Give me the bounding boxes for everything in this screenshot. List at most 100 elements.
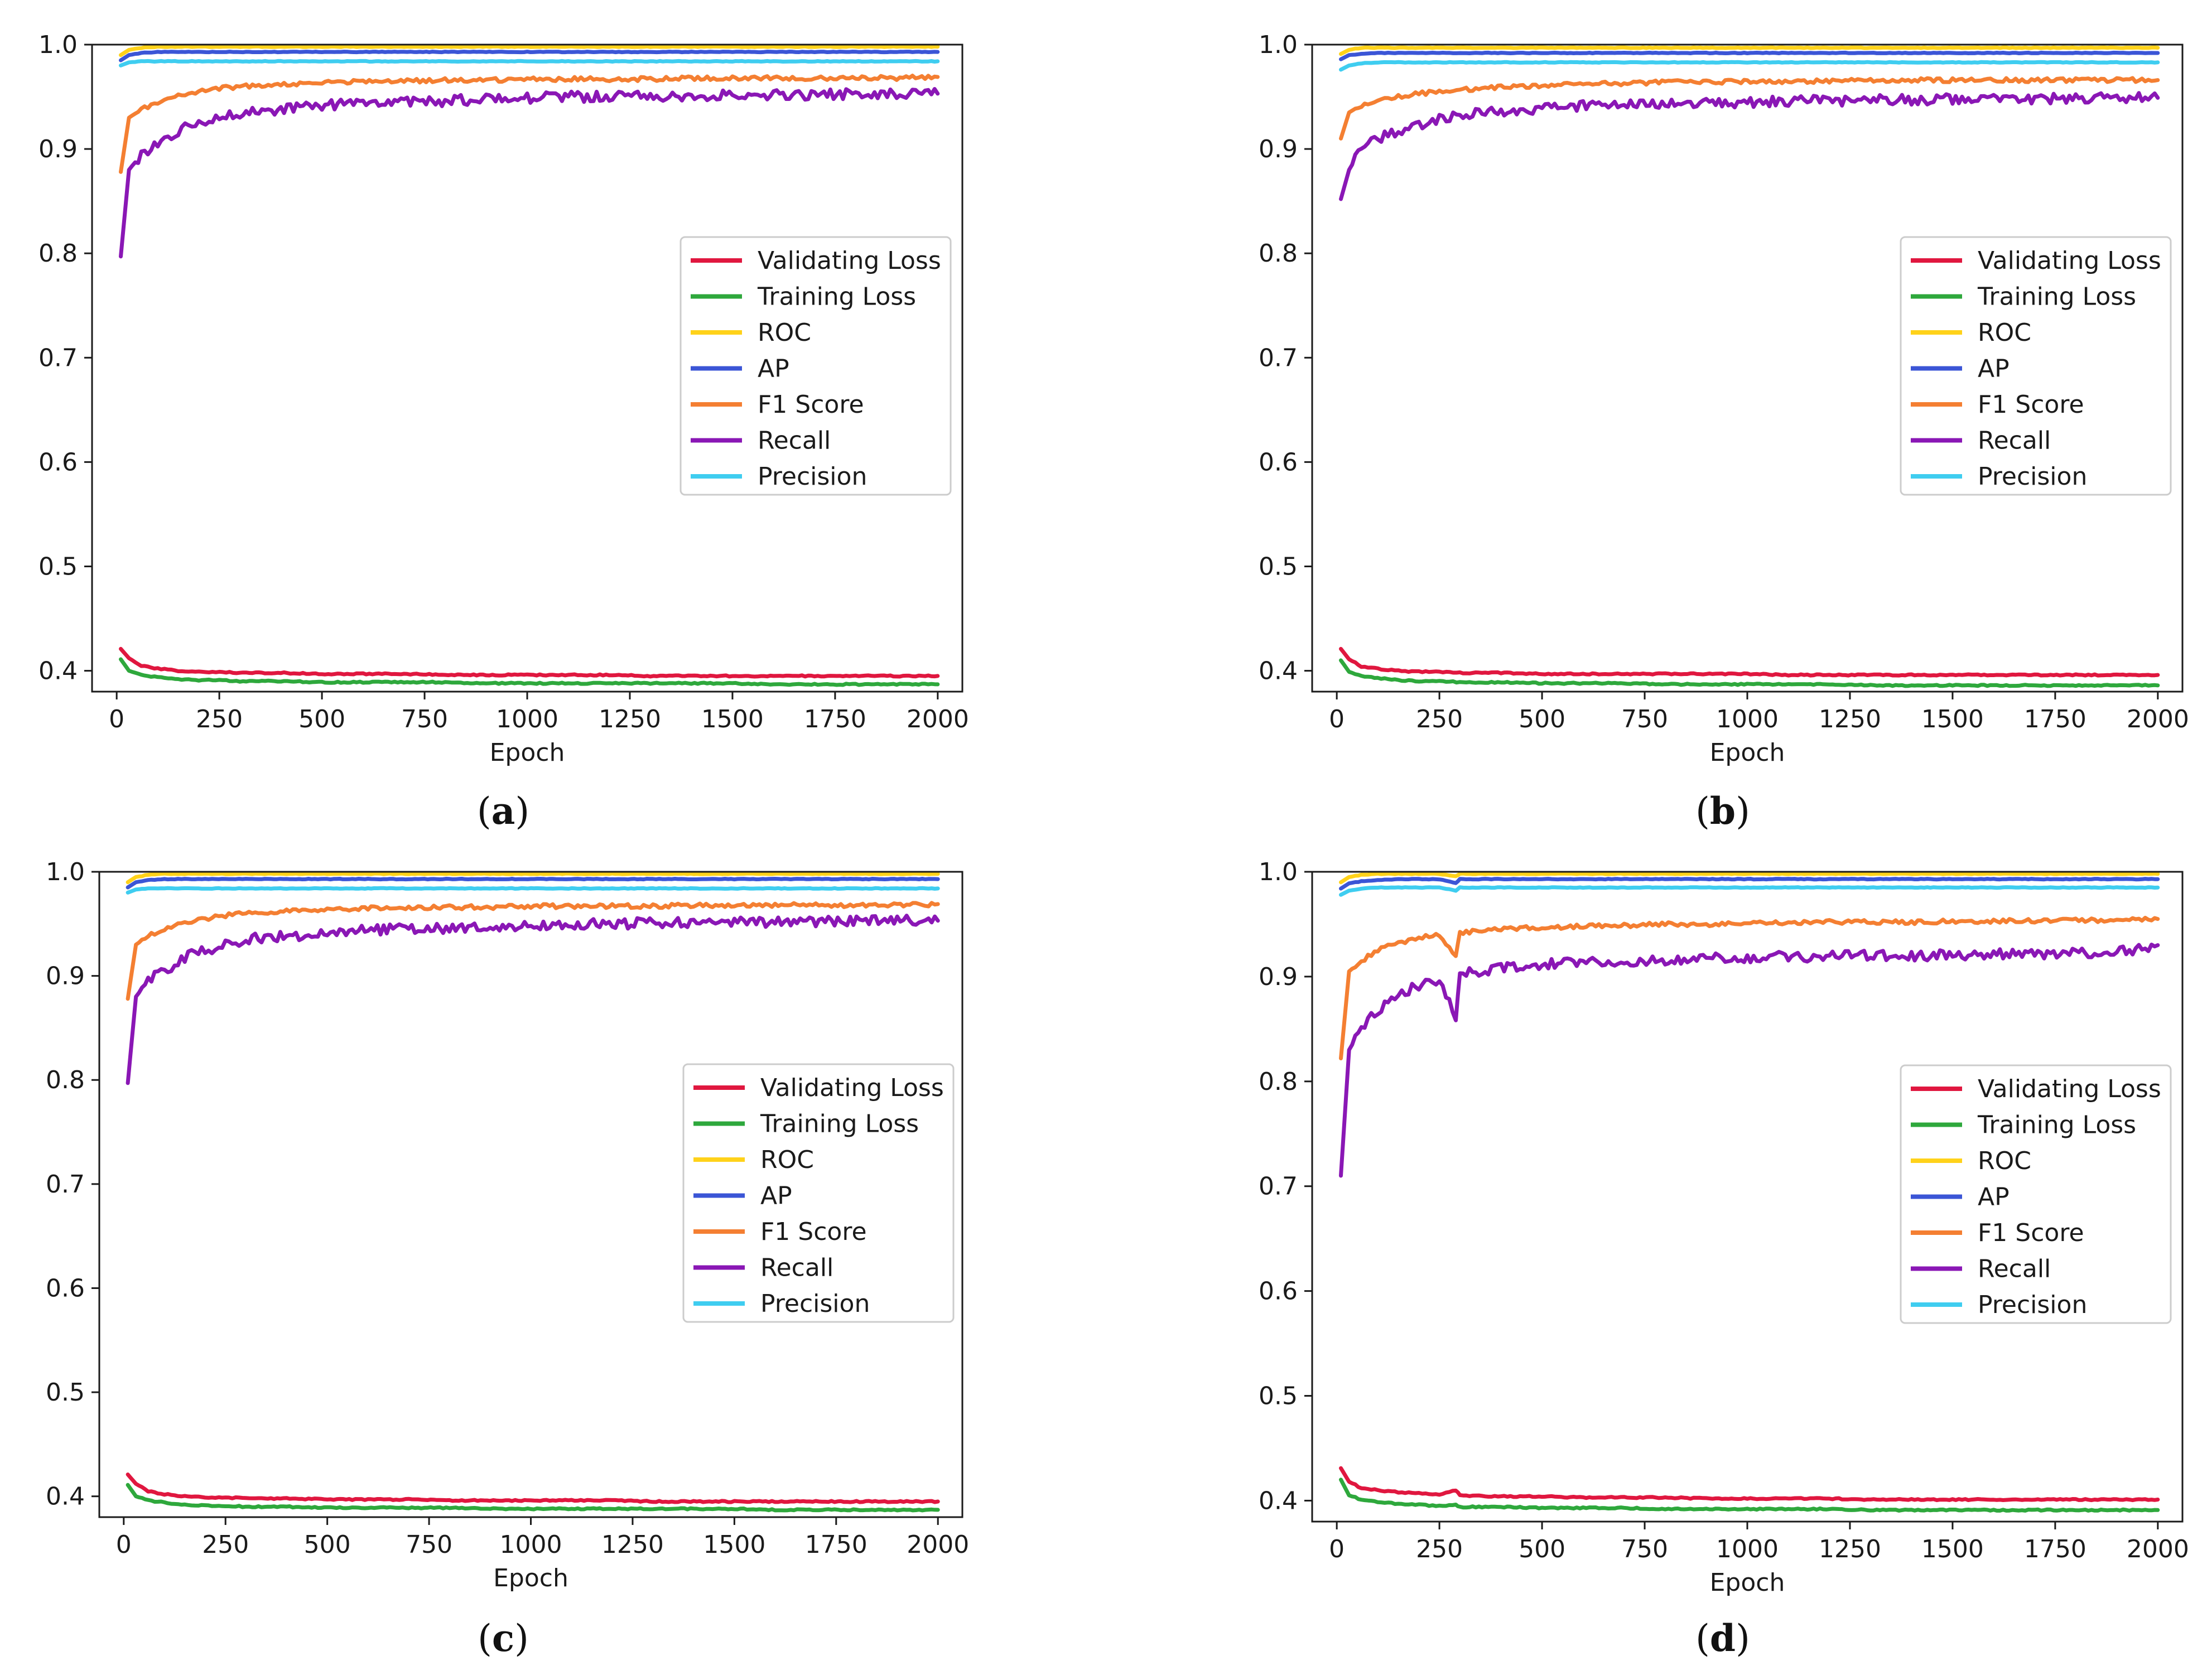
x-tick-label: 1500 xyxy=(701,705,764,733)
y-tick-label: 0.7 xyxy=(38,344,78,372)
x-tick-label: 2000 xyxy=(2127,705,2189,733)
panel-d-letter: d xyxy=(1709,1616,1736,1660)
legend-label-training_loss: Training Loss xyxy=(1977,283,2136,311)
x-tick-label: 0 xyxy=(109,705,124,733)
panel-b-caption: (b) xyxy=(1695,789,1750,833)
x-tick-label: 250 xyxy=(196,705,243,733)
legend-label-f1: F1 Score xyxy=(758,390,864,419)
legend-label-ap: AP xyxy=(760,1182,792,1210)
x-tick-label: 750 xyxy=(406,1531,452,1559)
y-tick-label: 0.7 xyxy=(46,1170,85,1199)
legend-label-precision: Precision xyxy=(760,1290,870,1318)
y-tick-label: 0.6 xyxy=(1259,1277,1298,1306)
panel-b-letter: b xyxy=(1709,789,1736,833)
y-tick-label: 1.0 xyxy=(46,858,85,886)
legend-label-precision: Precision xyxy=(1978,462,2087,491)
legend-label-precision: Precision xyxy=(758,462,867,491)
y-tick-label: 0.8 xyxy=(1259,239,1298,268)
y-tick-label: 0.6 xyxy=(38,448,78,476)
series-line-precision xyxy=(126,886,940,895)
y-tick-label: 0.6 xyxy=(1259,448,1298,476)
x-tick-label: 1000 xyxy=(500,1531,562,1559)
series-line-f1 xyxy=(126,901,940,1001)
x-axis-label: Epoch xyxy=(1710,738,1785,767)
y-tick-label: 0.8 xyxy=(38,239,78,268)
series-line-precision xyxy=(1339,885,2160,897)
legend-label-validating_loss: Validating Loss xyxy=(760,1074,944,1102)
x-tick-label: 2000 xyxy=(907,705,969,733)
legend: Validating Loss Training Loss ROC AP F1 Scor… xyxy=(1900,236,2172,496)
legend-label-training_loss: Training Loss xyxy=(1977,1111,2136,1140)
series-line-recall xyxy=(1339,943,2160,1178)
legend-label-f1: F1 Score xyxy=(1978,1219,2084,1247)
x-tick-label: 1500 xyxy=(703,1531,765,1559)
y-tick-label: 0.4 xyxy=(1259,657,1298,685)
x-tick-label: 750 xyxy=(401,705,448,733)
series-line-recall xyxy=(119,87,940,259)
x-tick-label: 2000 xyxy=(907,1531,969,1559)
y-tick-label: 0.5 xyxy=(1259,552,1298,581)
legend-label-roc: ROC xyxy=(1978,318,2031,347)
y-tick-label: 0.9 xyxy=(1259,135,1298,163)
series-line-f1 xyxy=(1339,76,2160,141)
x-axis-label: Epoch xyxy=(1710,1568,1785,1597)
series-line-precision xyxy=(119,59,940,67)
legend: Validating Loss Training Loss ROC AP F1 Scor… xyxy=(1900,1064,2172,1324)
panel-a-letter: a xyxy=(491,789,515,833)
legend-label-recall: Recall xyxy=(760,1254,833,1282)
panel-c-letter: c xyxy=(491,1616,515,1660)
y-tick-label: 0.5 xyxy=(1259,1382,1298,1411)
legend-label-ap: AP xyxy=(758,355,789,383)
x-tick-label: 0 xyxy=(1329,705,1345,733)
x-tick-label: 1250 xyxy=(1819,705,1881,733)
x-tick-label: 1750 xyxy=(2024,705,2086,733)
legend-label-recall: Recall xyxy=(1978,1255,2051,1283)
panel-d-caption: (d) xyxy=(1695,1616,1750,1660)
series-line-validating_loss xyxy=(1339,646,2160,678)
legend-label-precision: Precision xyxy=(1978,1291,2087,1319)
x-tick-label: 1500 xyxy=(1921,705,1984,733)
x-tick-label: 250 xyxy=(202,1531,249,1559)
series-line-ap xyxy=(1339,877,2160,891)
x-tick-label: 1250 xyxy=(601,1531,664,1559)
series-line-ap xyxy=(119,50,940,62)
series-line-validating_loss xyxy=(119,646,940,679)
x-tick-label: 0 xyxy=(1329,1535,1345,1563)
x-tick-label: 1250 xyxy=(599,705,661,733)
x-tick-label: 1000 xyxy=(1716,1535,1779,1563)
x-axis-label: Epoch xyxy=(490,738,565,767)
y-tick-label: 0.7 xyxy=(1259,1172,1298,1201)
panel-c-caption: (c) xyxy=(478,1616,529,1660)
legend-label-roc: ROC xyxy=(758,318,811,347)
y-tick-label: 0.5 xyxy=(46,1378,85,1407)
x-tick-label: 250 xyxy=(1416,705,1463,733)
legend: Validating Loss Training Loss ROC AP F1 Scor… xyxy=(682,1063,955,1323)
x-tick-label: 250 xyxy=(1416,1535,1463,1563)
series-line-precision xyxy=(1339,60,2160,72)
x-tick-label: 0 xyxy=(116,1531,132,1559)
x-tick-label: 500 xyxy=(298,705,345,733)
x-tick-label: 500 xyxy=(304,1531,351,1559)
series-line-f1 xyxy=(119,74,940,174)
x-tick-label: 1750 xyxy=(805,1531,868,1559)
x-tick-label: 1250 xyxy=(1819,1535,1881,1563)
y-tick-label: 0.8 xyxy=(46,1066,85,1094)
series-line-training_loss xyxy=(1339,658,2160,688)
legend-label-f1: F1 Score xyxy=(1978,390,2084,419)
chart-panel-d: 0 250 500 750 1000 1250 1500 1750 2000 0.4 0.5 0.6 0… xyxy=(1259,858,2189,1597)
legend-label-f1: F1 Score xyxy=(760,1218,867,1246)
x-tick-label: 750 xyxy=(1621,1535,1668,1563)
legend-label-training_loss: Training Loss xyxy=(760,1110,919,1138)
series-line-roc xyxy=(126,871,940,885)
series-line-roc xyxy=(1339,45,2160,56)
panel-a-caption: (a) xyxy=(476,789,530,833)
x-tick-label: 500 xyxy=(1519,1535,1565,1563)
y-tick-label: 0.9 xyxy=(46,962,85,991)
y-tick-label: 0.6 xyxy=(46,1274,85,1302)
legend-label-ap: AP xyxy=(1978,1183,2010,1211)
series-line-ap xyxy=(1339,50,2160,61)
series-line-roc xyxy=(119,44,940,57)
y-tick-label: 0.9 xyxy=(38,135,78,163)
